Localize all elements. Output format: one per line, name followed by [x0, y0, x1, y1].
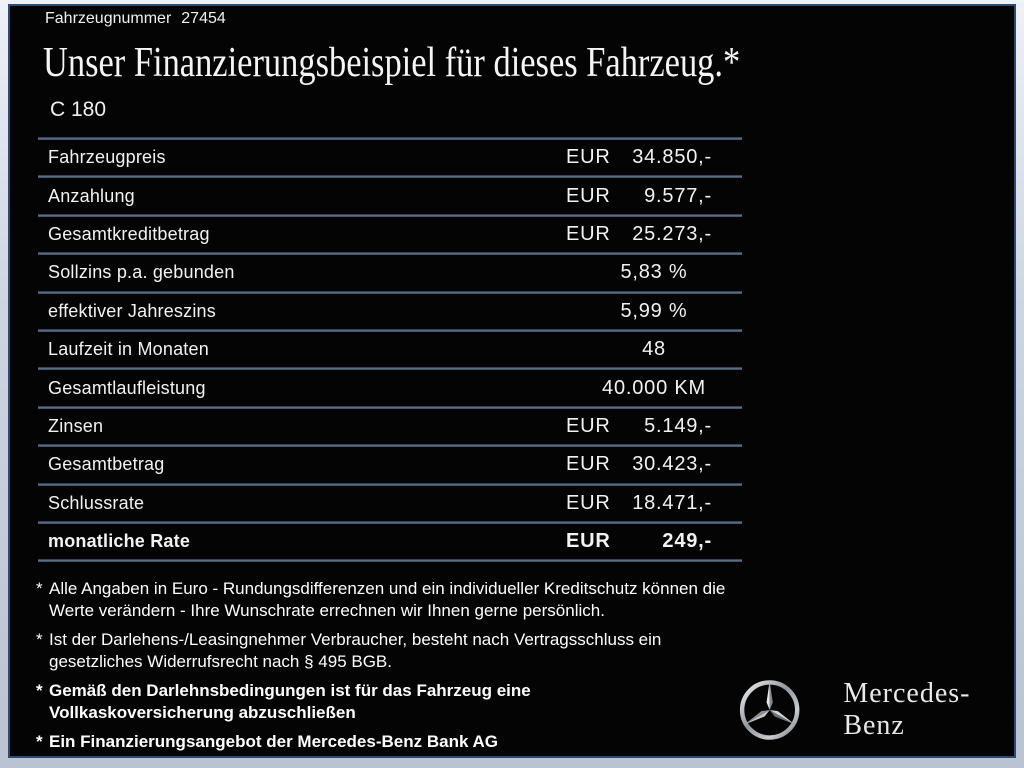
row-value: 5.149,- — [644, 414, 712, 437]
row-value-cell: EUR 9.577,- — [552, 185, 742, 208]
table-row: effektiver Jahreszins 5,99 % — [38, 294, 742, 329]
row-value-cell: EUR 34.850,- — [552, 146, 742, 169]
currency-label: EUR — [566, 184, 611, 207]
table-divider — [38, 290, 742, 294]
row-value: 30.423,- — [632, 453, 712, 476]
row-label: Anzahlung — [48, 185, 135, 206]
footnote-text: Ist der Darlehens-/Leasingnehmer Verbrau… — [49, 630, 662, 671]
row-value-cell: 5,83 % — [552, 261, 742, 284]
table-row: Fahrzeugpreis EUR 34.850,- — [38, 140, 742, 175]
row-value: 25.273,- — [632, 222, 712, 245]
row-value: 5,99 % — [620, 299, 688, 322]
table-row: Anzahlung EUR 9.577,- — [38, 178, 742, 213]
row-label: monatliche Rate — [48, 531, 191, 552]
table-divider — [38, 520, 742, 524]
footnote-marker: * — [36, 579, 43, 598]
table-row: monatliche Rate EUR 249,- — [38, 524, 742, 559]
currency-label: EUR — [566, 222, 611, 245]
table-divider — [38, 444, 742, 448]
footnote: * Gemäß den Darlehnsbedingungen ist für … — [36, 680, 752, 724]
mercedes-wordmark: Mercedes-Benz — [843, 678, 971, 741]
footnote-text: Gemäß den Darlehnsbedingungen ist für da… — [49, 681, 531, 722]
row-value: 5,83 % — [620, 261, 688, 284]
table-row: Laufzeit in Monaten 48 — [38, 332, 742, 367]
row-value-cell: EUR 30.423,- — [552, 453, 742, 476]
row-label: Fahrzeugpreis — [48, 147, 166, 168]
row-value: 48 — [642, 338, 666, 361]
table-row: Schlussrate EUR 18.471,- — [38, 486, 742, 521]
mercedes-star-icon — [739, 680, 800, 740]
row-value: 9.577,- — [644, 184, 712, 207]
table-row: Zinsen EUR 5.149,- — [38, 409, 742, 444]
footnotes: * Alle Angaben in Euro - Rundungsdiffere… — [36, 578, 752, 760]
table-row: Gesamtbetrag EUR 30.423,- — [38, 447, 742, 482]
footnote-text: Alle Angaben in Euro - Rundungsdifferenz… — [49, 579, 726, 620]
table-divider — [38, 137, 742, 140]
footnote: * Ist der Darlehens-/Leasingnehmer Verbr… — [36, 629, 752, 673]
currency-label: EUR — [566, 530, 611, 553]
currency-label: EUR — [566, 453, 611, 476]
footnote-marker: * — [36, 681, 43, 700]
row-value: 18.471,- — [632, 491, 712, 514]
footnote-text: Ein Finanzierungsangebot der Mercedes-Be… — [49, 732, 499, 751]
row-label: Gesamtbetrag — [48, 454, 165, 475]
table-row: Gesamtkreditbetrag EUR 25.273,- — [38, 217, 742, 252]
footnote: * Alle Angaben in Euro - Rundungsdiffere… — [36, 578, 752, 622]
row-value: 249,- — [662, 530, 712, 553]
table-row: Sollzins p.a. gebunden 5,83 % — [38, 255, 742, 290]
row-value-cell: EUR 25.273,- — [552, 223, 742, 246]
currency-label: EUR — [566, 414, 611, 437]
vehicle-number: Fahrzeugnummer 27454 — [45, 10, 226, 28]
row-value-cell: 48 — [552, 338, 742, 361]
finance-table: Fahrzeugpreis EUR 34.850,- Anzahlung EUR… — [38, 137, 742, 563]
row-label: Gesamtlaufleistung — [48, 377, 206, 398]
row-label: Schlussrate — [48, 492, 145, 513]
page-title: Unser Finanzierungsbeispiel für dieses F… — [43, 40, 741, 86]
row-label: Gesamtkreditbetrag — [48, 223, 210, 244]
row-value: 34.850,- — [632, 146, 712, 169]
content-panel: Fahrzeugnummer 27454 Unser Finanzierungsb… — [8, 4, 1016, 758]
row-value-cell: EUR 5.149,- — [552, 415, 742, 438]
row-value: 40.000 KM — [602, 376, 706, 399]
row-label: Zinsen — [48, 415, 104, 436]
footnote-marker: * — [36, 630, 43, 649]
table-divider — [38, 213, 742, 217]
table-divider — [38, 559, 742, 563]
vehicle-model: C 180 — [50, 98, 107, 121]
row-value-cell: EUR 249,- — [552, 530, 742, 553]
currency-label: EUR — [566, 491, 611, 514]
footnote-marker: * — [36, 732, 43, 751]
table-divider — [38, 175, 742, 179]
table-divider — [38, 328, 742, 332]
table-divider — [38, 252, 742, 256]
row-value-cell: EUR 18.471,- — [552, 492, 742, 515]
row-value-cell: 40.000 KM — [552, 377, 742, 400]
vehicle-number-label: Fahrzeugnummer — [45, 10, 172, 27]
table-divider — [38, 367, 742, 371]
row-value-cell: 5,99 % — [552, 300, 742, 323]
footnote: * Ein Finanzierungsangebot der Mercedes-… — [36, 731, 752, 753]
row-label: Sollzins p.a. gebunden — [48, 262, 235, 283]
table-row: Gesamtlaufleistung 40.000 KM — [38, 370, 742, 405]
row-label: Laufzeit in Monaten — [48, 339, 209, 360]
branding: Mercedes-Benz — [738, 675, 1014, 745]
vehicle-number-value: 27454 — [181, 10, 226, 27]
table-divider — [38, 405, 742, 409]
row-label: effektiver Jahreszins — [48, 300, 216, 321]
table-divider — [38, 482, 742, 486]
currency-label: EUR — [566, 146, 611, 169]
